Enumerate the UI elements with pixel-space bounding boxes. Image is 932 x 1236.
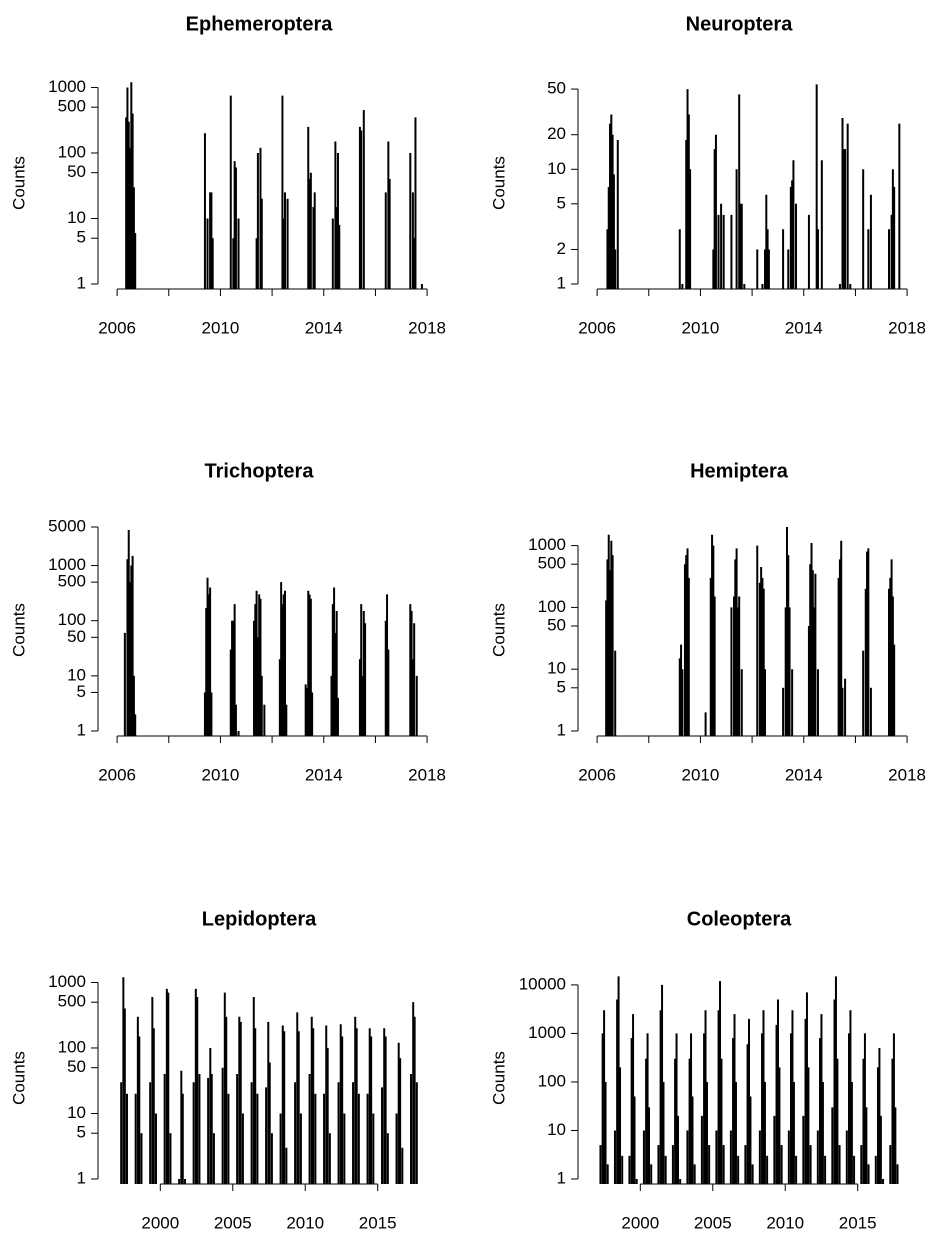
y-tick-label: 1 — [557, 273, 566, 292]
y-tick-label: 10 — [67, 1103, 86, 1122]
chart-title: Hemiptera — [690, 460, 789, 482]
chart-title: Ephemeroptera — [186, 13, 334, 35]
y-tick-label: 100 — [58, 610, 86, 629]
y-tick-label: 100 — [58, 1037, 86, 1056]
x-tick-label: 2015 — [359, 1213, 397, 1232]
y-tick-label: 10000 — [519, 974, 566, 993]
x-tick-label: 2010 — [682, 765, 720, 784]
x-tick-label: 2005 — [214, 1213, 252, 1232]
x-tick-label: 2010 — [286, 1213, 324, 1232]
x-tick-label: 2005 — [694, 1213, 732, 1232]
y-tick-label: 100 — [58, 142, 86, 161]
panel: Neuroptera Counts 1 2 5 10 20 50 2006 2010 2014 201… — [489, 13, 926, 337]
y-tick-label: 50 — [67, 162, 86, 181]
y-axis-label: Counts — [489, 1051, 508, 1105]
chart-title: Trichoptera — [205, 460, 315, 482]
x-tick-label: 2014 — [305, 318, 343, 337]
x-tick-label: 2000 — [621, 1213, 659, 1232]
y-tick-label: 10 — [547, 659, 566, 678]
y-axis-label: Counts — [489, 156, 508, 210]
y-tick-label: 100 — [538, 1071, 566, 1090]
x-tick-label: 2006 — [98, 318, 136, 337]
y-tick-label: 1 — [77, 1168, 86, 1187]
y-axis-label: Counts — [9, 603, 28, 657]
y-tick-label: 10 — [547, 159, 566, 178]
x-tick-label: 2010 — [682, 318, 720, 337]
y-tick-label: 10 — [67, 665, 86, 684]
y-tick-label: 1000 — [528, 535, 566, 554]
y-tick-label: 500 — [58, 992, 86, 1011]
y-tick-label: 500 — [538, 554, 566, 573]
y-tick-label: 5 — [557, 677, 566, 696]
y-axis-label: Counts — [9, 156, 28, 210]
x-tick-label: 2010 — [202, 318, 240, 337]
x-tick-label: 2018 — [888, 318, 926, 337]
chart-title: Coleoptera — [687, 908, 792, 930]
x-tick-label: 2010 — [766, 1213, 804, 1232]
x-tick-label: 2018 — [408, 765, 446, 784]
y-tick-label: 5 — [77, 1123, 86, 1142]
y-tick-label: 50 — [547, 615, 566, 634]
chart-title: Neuroptera — [686, 13, 794, 35]
y-tick-label: 1 — [77, 720, 86, 739]
y-tick-label: 1000 — [528, 1023, 566, 1042]
x-tick-label: 2014 — [785, 318, 823, 337]
y-tick-label: 500 — [58, 97, 86, 116]
y-tick-label: 1000 — [48, 77, 86, 96]
y-tick-label: 2 — [557, 239, 566, 258]
x-tick-label: 2014 — [785, 765, 823, 784]
x-tick-label: 2006 — [98, 765, 136, 784]
x-tick-label: 2000 — [141, 1213, 179, 1232]
y-tick-label: 1000 — [48, 972, 86, 991]
y-tick-label: 100 — [538, 597, 566, 616]
y-axis-label: Counts — [489, 603, 508, 657]
y-tick-label: 500 — [58, 572, 86, 591]
y-tick-label: 50 — [67, 1057, 86, 1076]
y-tick-label: 1000 — [48, 555, 86, 574]
y-tick-label: 20 — [547, 124, 566, 143]
x-tick-label: 2018 — [888, 765, 926, 784]
y-tick-label: 50 — [67, 627, 86, 646]
panel: Coleoptera Counts 1 10 100 1000 10000 2000 2005 2… — [489, 908, 899, 1232]
x-tick-label: 2006 — [578, 318, 616, 337]
y-tick-label: 50 — [547, 79, 566, 98]
y-tick-label: 1 — [77, 273, 86, 292]
y-tick-label: 10 — [547, 1120, 566, 1139]
y-axis-label: Counts — [9, 1051, 28, 1105]
y-tick-label: 10 — [67, 208, 86, 227]
x-tick-label: 2006 — [578, 765, 616, 784]
x-tick-label: 2010 — [202, 765, 240, 784]
y-tick-label: 1 — [557, 1168, 566, 1187]
x-tick-label: 2014 — [305, 765, 343, 784]
chart-title: Lepidoptera — [202, 908, 317, 930]
x-tick-label: 2018 — [408, 318, 446, 337]
y-tick-label: 5 — [77, 228, 86, 247]
y-tick-label: 5 — [77, 682, 86, 701]
x-tick-label: 2015 — [839, 1213, 877, 1232]
y-tick-label: 5 — [557, 193, 566, 212]
y-tick-label: 5000 — [48, 516, 86, 535]
y-tick-label: 1 — [557, 720, 566, 739]
